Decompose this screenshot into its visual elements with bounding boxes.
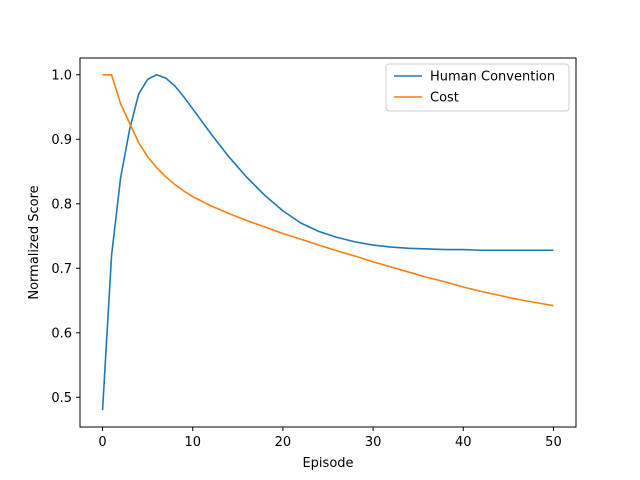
series-line-0 <box>101 73 554 411</box>
x-axis-label: Episode <box>302 456 353 471</box>
x-tick-label: 40 <box>455 435 472 450</box>
x-tick-label: 50 <box>545 435 562 450</box>
y-tick-label: 0.5 <box>51 391 72 406</box>
plot-lines <box>101 73 554 411</box>
x-tick-label: 30 <box>365 435 382 450</box>
x-axis: 0 10 20 30 40 50 <box>98 427 562 450</box>
x-tick-label: 10 <box>184 435 201 450</box>
x-tick-label: 20 <box>275 435 292 450</box>
y-axis: 0.5 0.6 0.7 0.8 0.9 1.0 <box>51 68 80 406</box>
plot-frame <box>79 57 577 428</box>
legend-entry: Human Convention <box>430 70 555 85</box>
y-tick-label: 0.8 <box>51 197 72 212</box>
legend: Human Convention Cost <box>385 63 570 112</box>
y-axis-label: Normalized Score <box>27 185 42 299</box>
y-tick-label: 0.9 <box>51 133 72 148</box>
y-tick-label: 0.6 <box>51 326 72 341</box>
legend-entry: Cost <box>430 91 459 106</box>
series-line-1 <box>102 73 554 307</box>
y-tick-label: 1.0 <box>51 68 72 83</box>
legend-box <box>385 63 570 112</box>
x-tick-label: 0 <box>98 435 106 450</box>
y-tick-label: 0.7 <box>51 262 72 277</box>
